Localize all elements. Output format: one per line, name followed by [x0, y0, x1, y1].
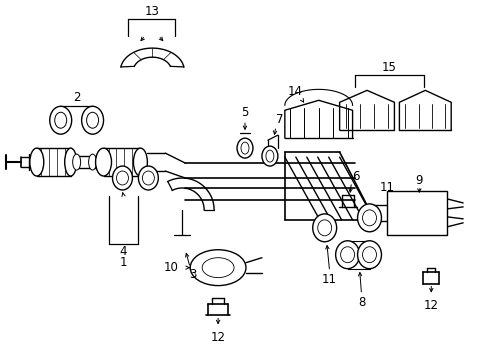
- Text: 12: 12: [423, 299, 438, 312]
- Ellipse shape: [241, 142, 248, 154]
- Ellipse shape: [357, 241, 381, 269]
- Text: 12: 12: [210, 331, 225, 344]
- Ellipse shape: [265, 150, 273, 162]
- Ellipse shape: [237, 138, 252, 158]
- Ellipse shape: [262, 146, 277, 166]
- Ellipse shape: [335, 241, 359, 269]
- Text: 8: 8: [357, 296, 365, 309]
- Ellipse shape: [340, 247, 354, 263]
- Text: 6: 6: [351, 170, 359, 183]
- Text: 7: 7: [276, 113, 283, 126]
- Ellipse shape: [112, 166, 132, 190]
- Ellipse shape: [88, 154, 96, 170]
- Ellipse shape: [362, 210, 376, 226]
- Ellipse shape: [50, 106, 72, 134]
- Ellipse shape: [142, 171, 154, 185]
- Ellipse shape: [81, 106, 103, 134]
- Ellipse shape: [73, 154, 81, 170]
- Ellipse shape: [116, 171, 128, 185]
- Ellipse shape: [95, 148, 111, 176]
- Text: 9: 9: [415, 174, 422, 186]
- Ellipse shape: [357, 204, 381, 232]
- Text: 14: 14: [287, 85, 302, 98]
- Ellipse shape: [317, 220, 331, 236]
- Ellipse shape: [312, 214, 336, 242]
- Text: 4: 4: [120, 245, 127, 258]
- Bar: [386, 191, 447, 235]
- Text: 13: 13: [144, 5, 160, 18]
- Ellipse shape: [190, 250, 245, 285]
- Text: 2: 2: [73, 91, 80, 104]
- Ellipse shape: [362, 247, 376, 263]
- Ellipse shape: [133, 148, 147, 176]
- Ellipse shape: [64, 148, 77, 176]
- Text: 15: 15: [381, 61, 396, 74]
- Text: 5: 5: [241, 106, 248, 119]
- Text: 3: 3: [189, 268, 197, 281]
- Ellipse shape: [202, 258, 234, 278]
- Text: 11: 11: [379, 181, 394, 194]
- Text: 10: 10: [163, 261, 178, 274]
- Ellipse shape: [138, 166, 158, 190]
- Ellipse shape: [30, 148, 44, 176]
- Text: 11: 11: [322, 273, 337, 286]
- Ellipse shape: [86, 112, 99, 128]
- Ellipse shape: [55, 112, 66, 128]
- Text: 1: 1: [120, 256, 127, 269]
